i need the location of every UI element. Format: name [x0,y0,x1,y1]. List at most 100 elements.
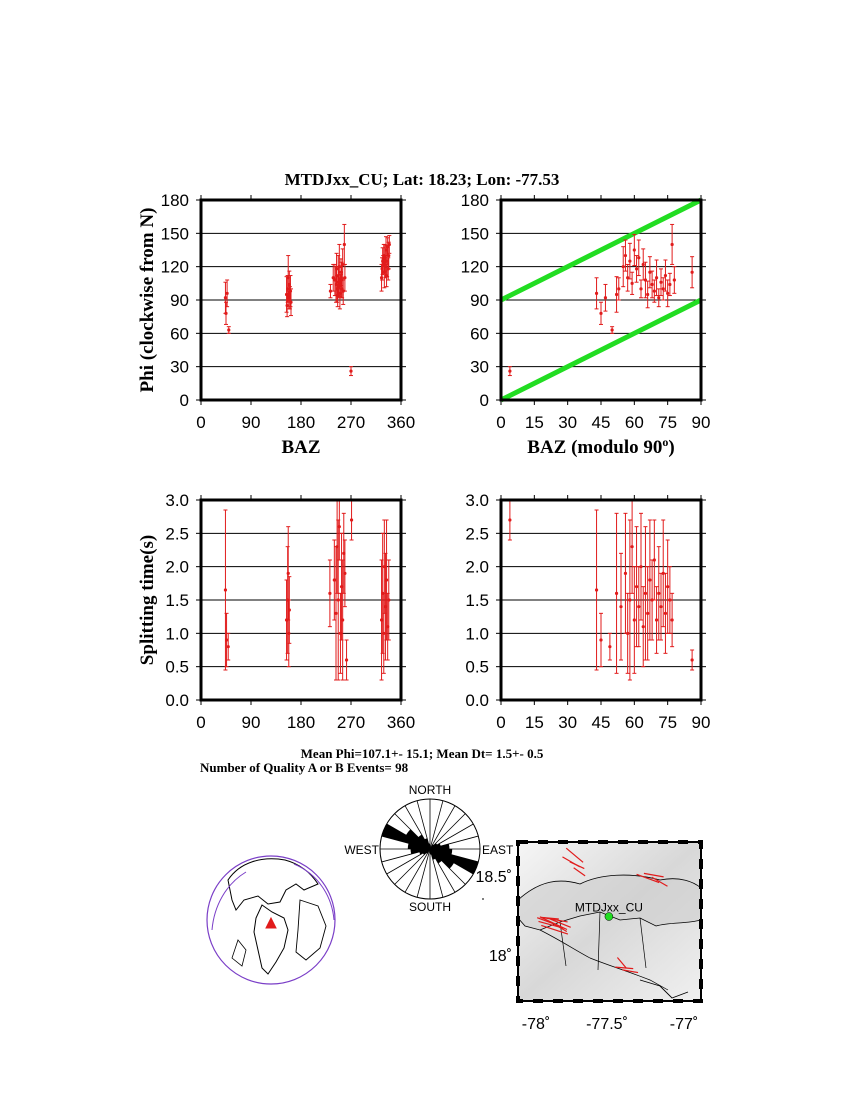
data-point [508,369,512,373]
data-point [614,591,619,595]
data-point [672,278,676,282]
data-point [328,289,333,293]
data-point [387,242,391,247]
y-tick-label: 180 [161,191,189,210]
x-tick-label: 90 [242,713,261,732]
split-stick [549,920,568,932]
data-point [652,289,656,293]
rose-petal [430,843,450,849]
data-point [610,328,614,332]
globe-africa-edge [295,899,327,961]
split-stick [573,867,586,877]
rose-petal [422,849,430,855]
x-tick-label: 15 [525,713,544,732]
y-tick-label: 150 [161,224,189,243]
y-tick-label: 30 [470,358,489,377]
dt-vs-baz-mod90-panel: 0 15 30 45 60 75 90 0.0 0.5 1.0 1.5 2.0 2.5 3.0 [465,491,710,732]
data-point [328,591,332,595]
stats-mean-line: Mean Phi=107.1+- 15.1; Mean Dt= 1.5+- 0.… [301,746,544,761]
data-point [637,605,641,609]
x-tick-label: 0 [196,713,205,732]
y-tick-label: 120 [161,258,189,277]
x-tick-label: 360 [387,713,415,732]
y-tick-label: 0.0 [465,691,489,710]
data-point [594,588,599,592]
split-stick [643,872,664,878]
data-point [632,618,636,622]
data-point [382,631,386,635]
split-stick [540,916,559,920]
x-tick-label: 180 [287,413,315,432]
data-point [634,585,639,589]
map-frame-ticks [516,840,703,1003]
y-tick-label: 2.5 [465,524,489,543]
x-tick-label: 0 [496,413,505,432]
data-point [670,618,674,622]
x-tick-label: 45 [592,413,611,432]
x-axis-label: BAZ (modulo 90o) [527,435,674,458]
y-tick-label: 0 [480,391,489,410]
data-point [224,638,229,642]
guide-line [499,297,703,403]
data-point [599,638,603,642]
rose-label-east: EAST [482,843,514,857]
data-point [286,571,290,575]
data-point [654,618,659,622]
map-coast [639,979,689,999]
y-tick-label: 0.0 [165,691,189,710]
data-point [668,282,672,287]
rose-petal [419,849,430,855]
rose-petal [381,824,430,849]
split-stick [569,861,585,870]
data-point [670,242,674,247]
data-point [337,525,341,529]
data-point [599,311,603,315]
data-point [594,291,599,295]
y-tick-label: 60 [170,324,189,343]
y-tick-label: 1.5 [465,591,489,610]
phi-vs-baz-panel: 0 90 180 270 360 0 30 60 90 120 150 180 BAZ Phi (cloc… [137,191,415,458]
data-point [337,265,341,269]
data-point [338,291,342,295]
map-lat-tick-18-5: 18.5˚ [476,869,512,886]
data-point [641,262,645,267]
map-lat-tick-18: 18˚ [489,948,512,965]
data-point [608,645,612,649]
data-point [334,611,338,615]
data-point [289,300,293,304]
rose-petal [430,849,432,855]
data-point [349,369,353,373]
rose-petal [407,843,430,849]
x-tick-label: 90 [692,713,711,732]
map-parish-borders [539,911,669,991]
data-point [286,287,290,291]
data-point [223,588,228,592]
data-point [690,270,694,274]
map-lon-tick-77-5: -77.5˚ [586,1016,628,1033]
rose-petal [430,849,436,860]
data-point [652,558,656,562]
data-point [632,248,636,252]
data-point [630,281,634,285]
figure-title: MTDJxx_CU; Lat: 18.23; Lon: -77.53 [285,170,560,189]
data-point [603,296,608,300]
rose-diagram: NORTH SOUTH EAST WEST [344,783,514,914]
map-split-sticks [536,847,668,974]
data-point [646,611,650,615]
y-tick-label: 3.0 [165,491,189,510]
y-tick-label: 60 [470,324,489,343]
x-axis-label: BAZ [281,437,320,458]
data-point [621,265,625,269]
x-tick-label: 90 [692,413,711,432]
data-point [343,571,347,575]
rose-petal [405,829,430,849]
rose-petal [430,844,434,849]
x-tick-label: 30 [558,713,577,732]
globe-station-marker [265,916,277,929]
y-tick-label: 180 [461,191,489,210]
data-point [663,273,668,278]
split-stick [616,957,627,969]
data-point [634,267,639,271]
rose-petal [424,838,430,849]
map-lon-tick-77: -77˚ [670,1016,698,1033]
